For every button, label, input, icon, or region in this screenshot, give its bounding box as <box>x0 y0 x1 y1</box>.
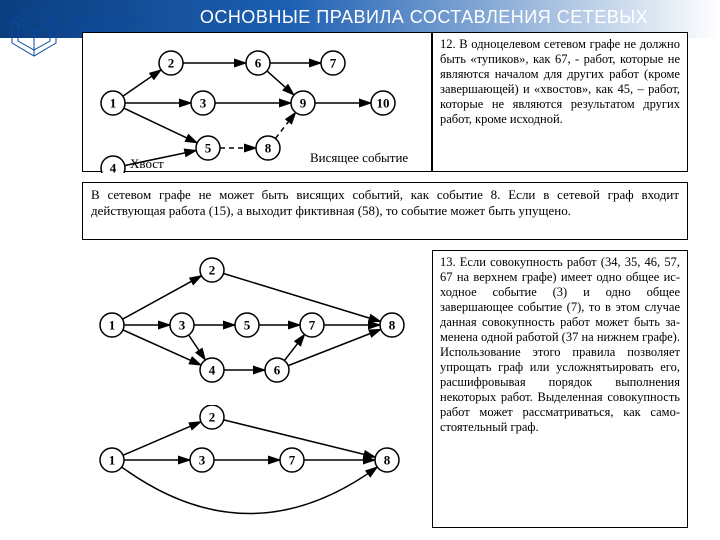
svg-text:9: 9 <box>300 96 307 111</box>
svg-text:4: 4 <box>209 363 216 378</box>
svg-text:7: 7 <box>289 453 296 468</box>
svg-text:5: 5 <box>205 141 212 156</box>
diagram-3: 1 2 3 7 8 <box>82 405 422 520</box>
svg-text:3: 3 <box>200 96 207 111</box>
svg-text:6: 6 <box>274 363 281 378</box>
annotation-tail: Хвост <box>130 156 164 172</box>
brand-logo <box>6 4 66 64</box>
middle-text-box: В сетевом графе не может быть висящих со… <box>82 182 688 240</box>
svg-text:7: 7 <box>330 56 337 71</box>
diagram-2: 1 2 3 4 5 6 7 8 <box>82 250 422 395</box>
svg-text:1: 1 <box>109 318 116 333</box>
svg-text:2: 2 <box>209 410 216 425</box>
rule-13-box: 13. Если совокупность работ (34, 35, 46,… <box>432 250 688 528</box>
svg-text:2: 2 <box>209 263 216 278</box>
diagram-3-panel: 1 2 3 7 8 <box>82 405 422 520</box>
svg-text:3: 3 <box>179 318 186 333</box>
svg-text:5: 5 <box>244 318 251 333</box>
svg-text:4: 4 <box>110 161 117 174</box>
svg-text:8: 8 <box>384 453 391 468</box>
annotation-hanging: Висящее событие <box>310 150 408 166</box>
svg-text:8: 8 <box>389 318 396 333</box>
diagram-2-panel: 1 2 3 4 5 6 7 8 <box>82 250 422 395</box>
svg-text:10: 10 <box>377 96 390 111</box>
svg-text:8: 8 <box>265 141 272 156</box>
svg-text:6: 6 <box>255 56 262 71</box>
rule-12-box: 12. В одноцелевом сетевом графе не должн… <box>432 32 688 172</box>
svg-text:7: 7 <box>309 318 316 333</box>
svg-text:3: 3 <box>199 453 206 468</box>
svg-text:2: 2 <box>168 56 175 71</box>
svg-text:1: 1 <box>109 453 116 468</box>
svg-text:1: 1 <box>110 96 117 111</box>
